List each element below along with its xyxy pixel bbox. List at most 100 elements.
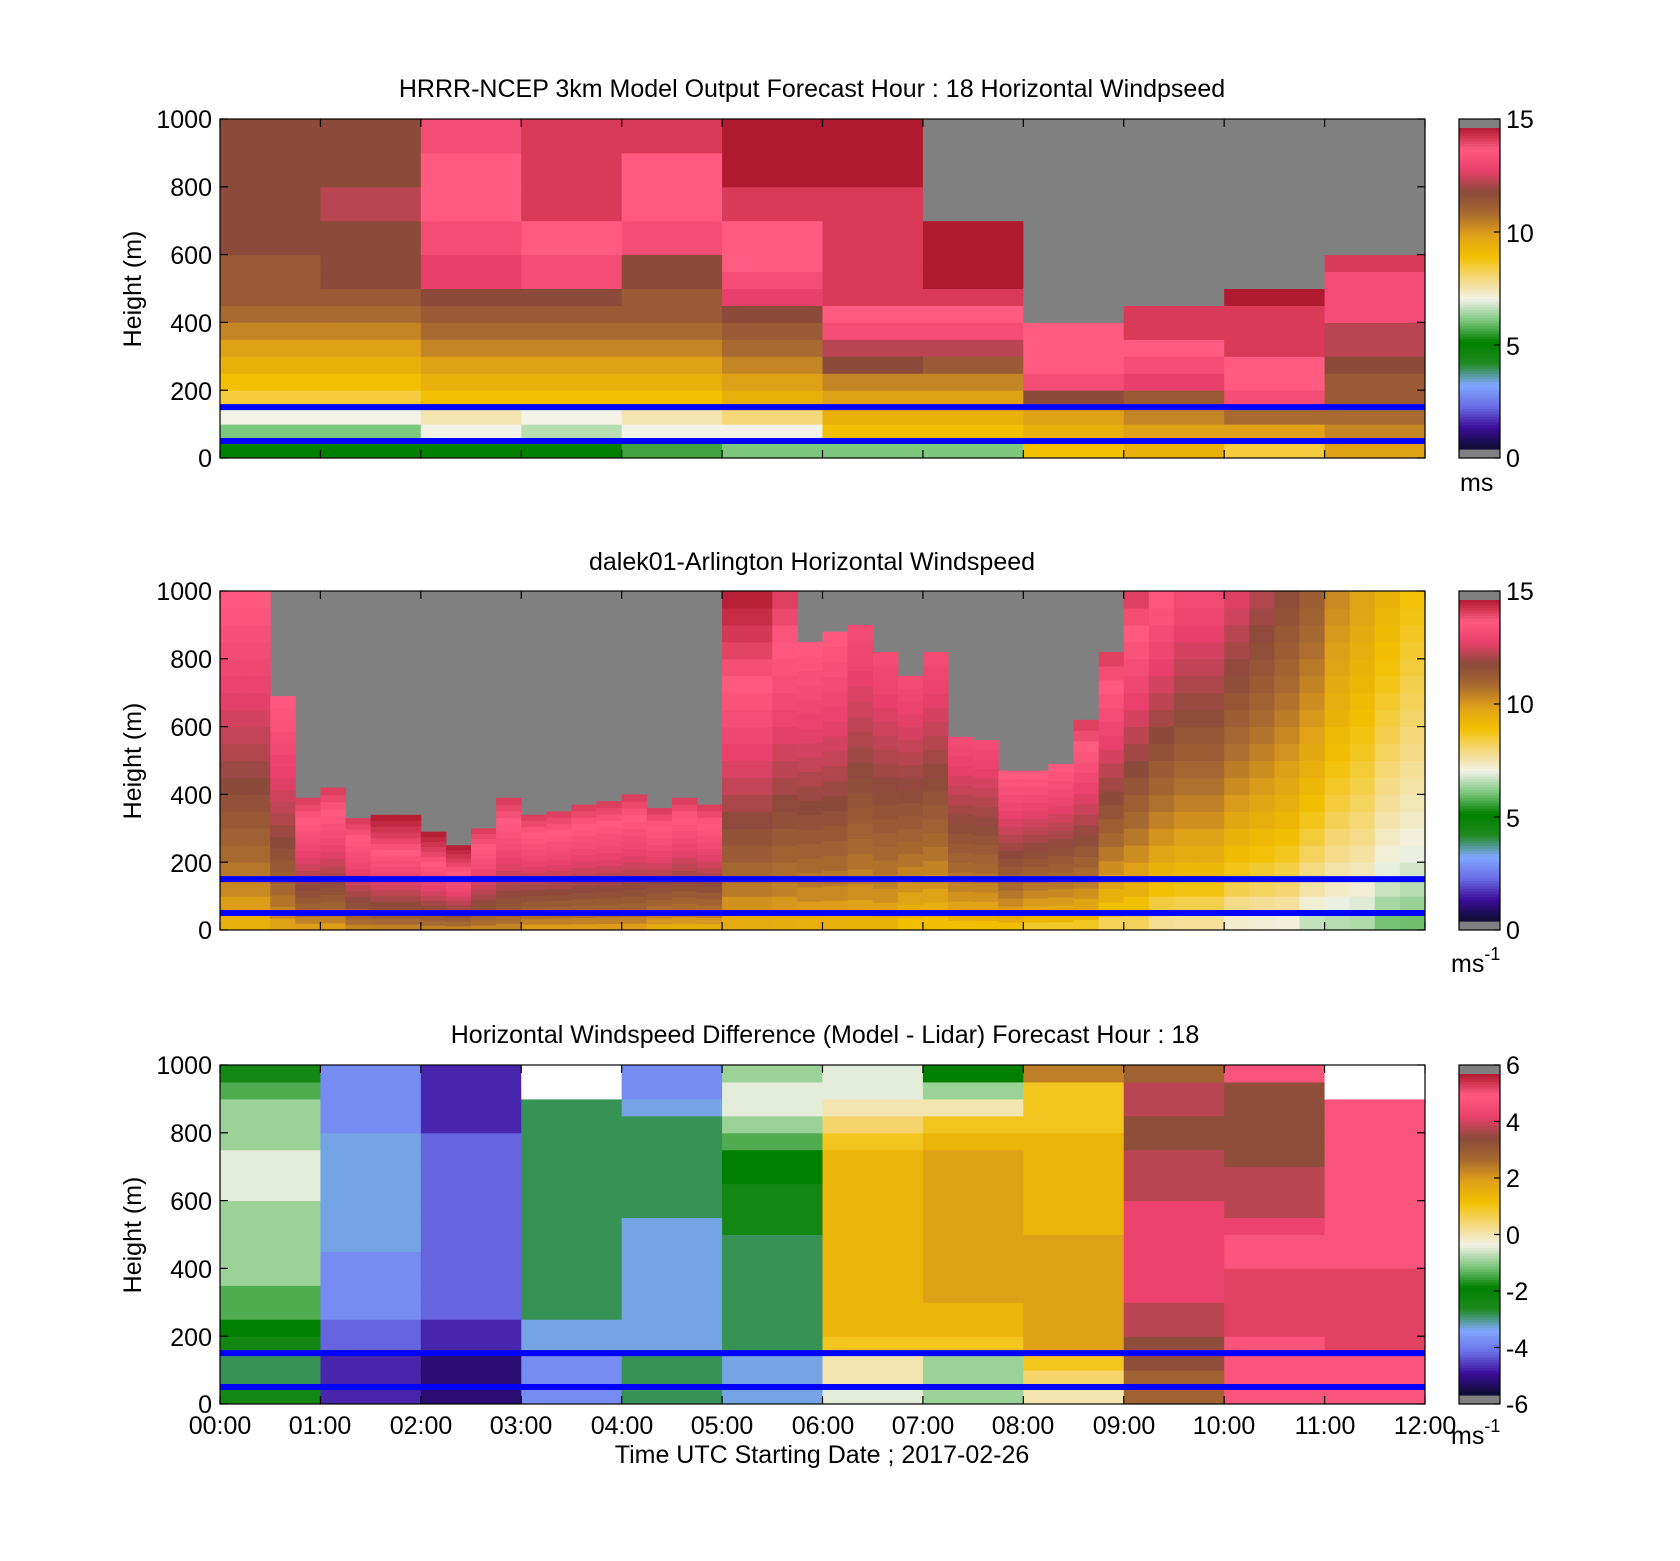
heatmap-cell: [722, 1336, 823, 1354]
heatmap-cell: [220, 254, 321, 273]
heatmap-cell: [1123, 1098, 1225, 1117]
colorbar-swatch: [1459, 371, 1500, 375]
heatmap-cell: [295, 804, 321, 812]
colorbar-swatch: [1459, 1106, 1500, 1110]
heatmap-cell: [546, 918, 572, 925]
colorbar-swatch: [1459, 1140, 1500, 1145]
heatmap-cell: [621, 1183, 723, 1202]
heatmap-cell: [797, 829, 823, 845]
heatmap-cell: [1224, 1370, 1326, 1388]
heatmap-cell: [922, 119, 1024, 154]
colorbar-swatch: [1459, 283, 1500, 287]
heatmap-cell: [1023, 1081, 1125, 1100]
heatmap-cell: [822, 1234, 924, 1252]
heatmap-cell: [671, 811, 698, 819]
colorbar-swatch: [1459, 1341, 1500, 1345]
colorbar-swatch: [1459, 138, 1500, 142]
colorbar-swatch: [1459, 1242, 1500, 1246]
colorbar-cap: [1459, 1065, 1500, 1074]
heatmap-cell: [345, 862, 372, 869]
heatmap-cell: [1274, 794, 1300, 812]
heatmap-cell: [471, 863, 497, 870]
heatmap-cell: [471, 848, 497, 855]
colorbar-swatch: [1459, 883, 1500, 887]
colorbar-swatch: [1459, 664, 1500, 668]
heatmap-cell: [1224, 1065, 1326, 1083]
colorbar-gradient: [1459, 118, 1500, 459]
colorbar-swatch: [1459, 360, 1500, 364]
heatmap-cell: [822, 736, 849, 752]
heatmap-cell: [1374, 726, 1401, 745]
heatmap-cell: [596, 852, 623, 860]
heatmap-cell: [872, 888, 899, 903]
heatmap-cell: [1374, 794, 1401, 812]
heatmap-cell: [822, 646, 849, 663]
heatmap-cell: [621, 821, 648, 829]
heatmap-cell: [471, 914, 497, 921]
heatmap-cell: [295, 896, 321, 905]
heatmap-cell: [872, 846, 899, 862]
heatmap-cell: [1048, 780, 1075, 790]
heatmap-cell: [1399, 777, 1426, 795]
y-axis-label: Height (m): [119, 231, 147, 348]
heatmap-cell: [772, 726, 798, 745]
heatmap-cell: [1324, 1183, 1426, 1202]
colorbar-swatch: [1459, 1309, 1500, 1313]
heatmap-cell: [772, 692, 798, 711]
heatmap-cell: [922, 1319, 1024, 1337]
colorbar-swatch: [1459, 256, 1500, 260]
heatmap-cell: [320, 288, 422, 306]
y-tick-label: 400: [170, 310, 212, 338]
heatmap-cell: [496, 890, 522, 898]
heatmap-cell: [471, 894, 497, 900]
heatmap-cell: [320, 844, 347, 853]
heatmap-cell: [822, 119, 924, 154]
heatmap-cell: [922, 1098, 1024, 1117]
heatmap-cell: [722, 1200, 823, 1219]
heatmap-cell: [671, 896, 698, 905]
heatmap-cell: [973, 920, 999, 931]
heatmap-cell: [596, 897, 623, 905]
colorbar-swatch: [1459, 859, 1500, 863]
colorbar-swatch: [1459, 1376, 1500, 1380]
heatmap-cell: [998, 898, 1024, 907]
heatmap-cell: [696, 867, 723, 875]
heatmap-cell: [1399, 811, 1426, 829]
heatmap-cell: [922, 152, 1024, 188]
heatmap-cell: [722, 658, 748, 677]
heatmap-cell: [1173, 777, 1200, 795]
heatmap-cell: [1123, 1319, 1225, 1337]
heatmap-cell: [722, 641, 748, 660]
heatmap-cell: [1224, 186, 1326, 222]
heatmap-cell: [496, 817, 522, 825]
heatmap-cell: [546, 924, 572, 931]
colorbar-swatch: [1459, 626, 1500, 631]
heatmap-cell: [1123, 322, 1225, 340]
colorbar-swatch: [1459, 624, 1500, 628]
heatmap-cell: [1224, 1149, 1326, 1168]
heatmap-cell: [220, 760, 246, 778]
colorbar-swatch: [1459, 1362, 1500, 1367]
colorbar-swatch: [1459, 224, 1500, 228]
heatmap-cell: [320, 305, 422, 323]
heatmap-cell: [747, 658, 773, 677]
colorbar-swatch: [1459, 797, 1500, 802]
heatmap-cell: [420, 846, 447, 852]
heatmap-cell: [471, 919, 497, 926]
heatmap-cell: [922, 749, 949, 764]
heatmap-cell: [345, 890, 372, 897]
heatmap-cell: [897, 917, 924, 931]
colorbar-swatch: [1459, 912, 1500, 917]
heatmap-cell: [948, 891, 974, 902]
colorbar-swatch: [1459, 862, 1500, 866]
heatmap-cell: [897, 853, 924, 867]
heatmap-cell: [1249, 913, 1275, 931]
x-tick-label: 01:00: [289, 1412, 352, 1440]
heatmap-cell: [1148, 591, 1175, 609]
heatmap-cell: [1224, 1387, 1326, 1405]
colorbar-swatch: [1459, 1100, 1500, 1105]
colorbar-swatch: [1459, 1288, 1500, 1292]
heatmap-cell: [1123, 441, 1225, 459]
heatmap-cell: [722, 1065, 823, 1083]
heatmap-cell: [922, 186, 1024, 222]
